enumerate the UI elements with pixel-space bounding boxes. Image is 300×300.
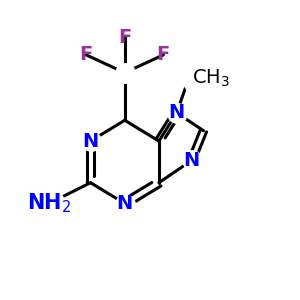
Text: N: N [117, 194, 133, 213]
Text: N: N [169, 103, 185, 122]
Text: NH$_2$: NH$_2$ [27, 192, 71, 215]
Text: F: F [80, 45, 93, 64]
Text: F: F [157, 45, 170, 64]
Text: N: N [82, 132, 99, 151]
Text: F: F [118, 28, 131, 46]
Text: N: N [184, 151, 200, 170]
Text: CH$_3$: CH$_3$ [192, 68, 230, 89]
